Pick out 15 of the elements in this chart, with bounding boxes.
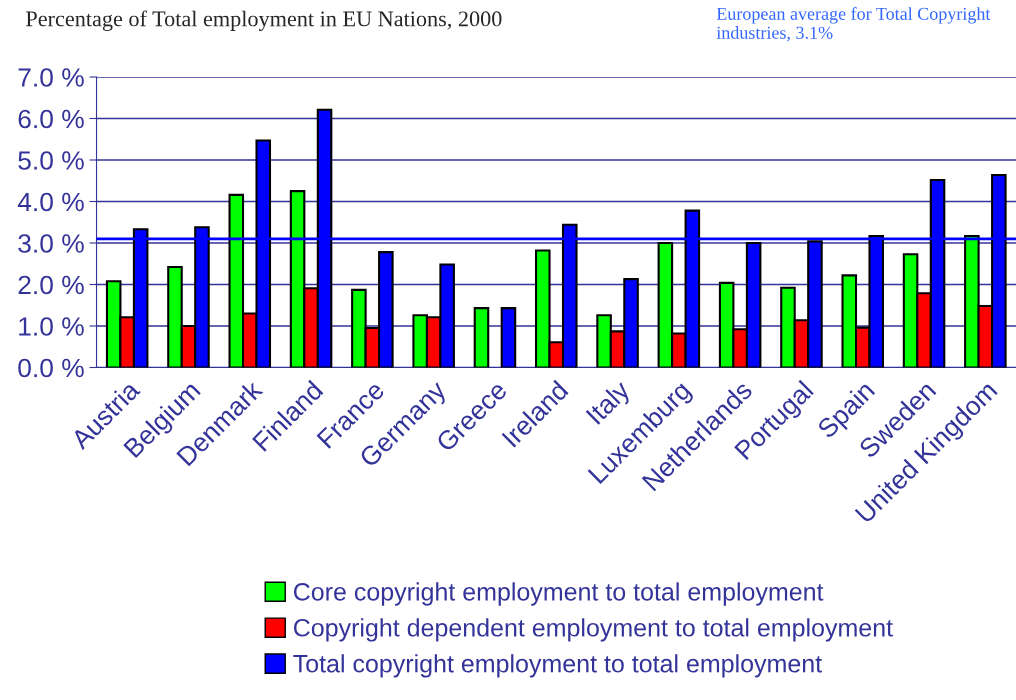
legend-label: Copyright dependent employment to total employment	[293, 618, 893, 642]
y-tick-label: 1.0 %	[19, 317, 84, 336]
text: European average for Total Copyright industries, 3.1%	[716, 7, 991, 42]
y-tick-label: 2.0 %	[18, 275, 84, 295]
y-tick-label: 6.0 %	[18, 109, 84, 129]
y-tick-label: 5.0 %	[18, 151, 84, 170]
bar	[473, 307, 490, 368]
bar	[500, 307, 517, 368]
chart-title: Percentage of Total employment in EU Nations, 2000	[26, 10, 502, 31]
legend-label: Total copyright employment to total employment	[293, 654, 822, 678]
y-tick-label: 4.0 %	[17, 192, 84, 212]
y-tick-label: 3.0 %	[18, 234, 84, 253]
legend-label: Core copyright employment to total employment	[293, 582, 824, 606]
y-tick-label: 0.0 %	[18, 358, 84, 378]
y-tick-label: 7.0 %	[18, 68, 84, 87]
